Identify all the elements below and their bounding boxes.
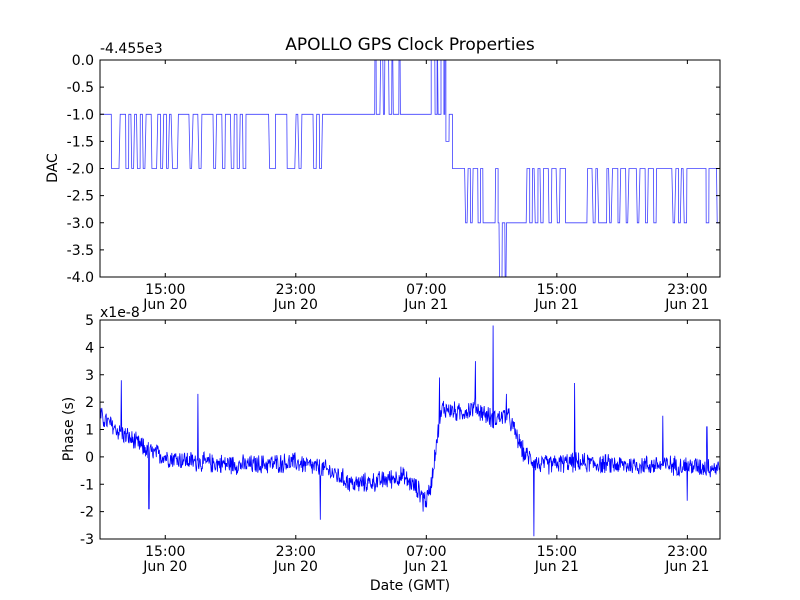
phase-line <box>100 325 720 537</box>
dac-series <box>100 60 720 277</box>
y-tick-label: -2 <box>80 505 94 521</box>
x-tick-label-date: Jun 21 <box>534 297 579 313</box>
x-tick-label-time: 23:00 <box>276 282 316 298</box>
dac-y-label: DAC <box>45 153 61 183</box>
y-tick-label: 5 <box>85 313 94 329</box>
y-tick-label: -2.0 <box>67 162 94 178</box>
y-tick-label: 3 <box>85 368 94 384</box>
x-tick-label-date: Jun 21 <box>534 559 579 575</box>
x-tick-label-date: Jun 21 <box>664 297 709 313</box>
dac-y-ticks: 0.0 -0.5 -1.0 -1.5 -2.0 -2.5 -3.0 -3.5 -4.0 <box>67 53 720 286</box>
y-tick-label: 4 <box>85 340 94 356</box>
phase-axes-frame <box>99 319 721 540</box>
x-tick-label-date: Jun 21 <box>403 297 448 313</box>
x-tick-label-time: 15:00 <box>537 544 577 560</box>
y-tick-label: -2.5 <box>67 189 94 205</box>
y-tick-label: 2 <box>85 395 94 411</box>
phase-offset-text: x1e-8 <box>100 305 140 321</box>
x-tick-label-time: 23:00 <box>667 282 707 298</box>
x-tick-label-date: Jun 21 <box>403 559 448 575</box>
y-tick-label: -3.5 <box>67 243 94 259</box>
x-tick-label-date: Jun 20 <box>142 559 187 575</box>
chart-title: APOLLO GPS Clock Properties <box>285 35 535 55</box>
x-tick-label-date: Jun 20 <box>273 559 318 575</box>
y-tick-label: -4.0 <box>67 270 94 286</box>
y-tick-label: -1 <box>80 477 94 493</box>
y-tick-label: -3 <box>80 532 94 548</box>
y-tick-label: 0 <box>85 450 94 466</box>
x-tick-label-time: 15:00 <box>145 544 185 560</box>
phase-y-label: Phase (s) <box>61 397 77 461</box>
dac-offset-text: -4.455e3 <box>100 41 163 57</box>
y-tick-label: 0.0 <box>72 53 94 69</box>
x-tick-label-time: 07:00 <box>406 544 446 560</box>
y-tick-label: -1.5 <box>67 134 94 150</box>
x-tick-label-time: 07:00 <box>406 282 446 298</box>
phase-y-ticks: 5 4 3 2 1 0 -1 -2 -3 <box>80 313 720 548</box>
dac-line <box>100 60 720 277</box>
x-tick-label-time: 15:00 <box>145 282 185 298</box>
phase-series <box>100 325 720 537</box>
x-tick-label-date: Jun 20 <box>142 297 187 313</box>
x-tick-label-time: 23:00 <box>276 544 316 560</box>
x-axis-label: Date (GMT) <box>370 578 450 594</box>
x-tick-label-date: Jun 21 <box>664 559 709 575</box>
y-tick-label: -1.0 <box>67 107 94 123</box>
dac-axes-frame <box>99 59 721 278</box>
y-tick-label: -0.5 <box>67 80 94 96</box>
x-tick-label-time: 23:00 <box>667 544 707 560</box>
dac-panel: 0.0 -0.5 -1.0 -1.5 -2.0 -2.5 -3.0 -3.5 -4.0 15:0… <box>45 41 721 313</box>
y-tick-label: 1 <box>85 423 94 439</box>
x-tick-label-date: Jun 20 <box>273 297 318 313</box>
y-tick-label: -3.0 <box>67 216 94 232</box>
x-tick-label-time: 15:00 <box>537 282 577 298</box>
